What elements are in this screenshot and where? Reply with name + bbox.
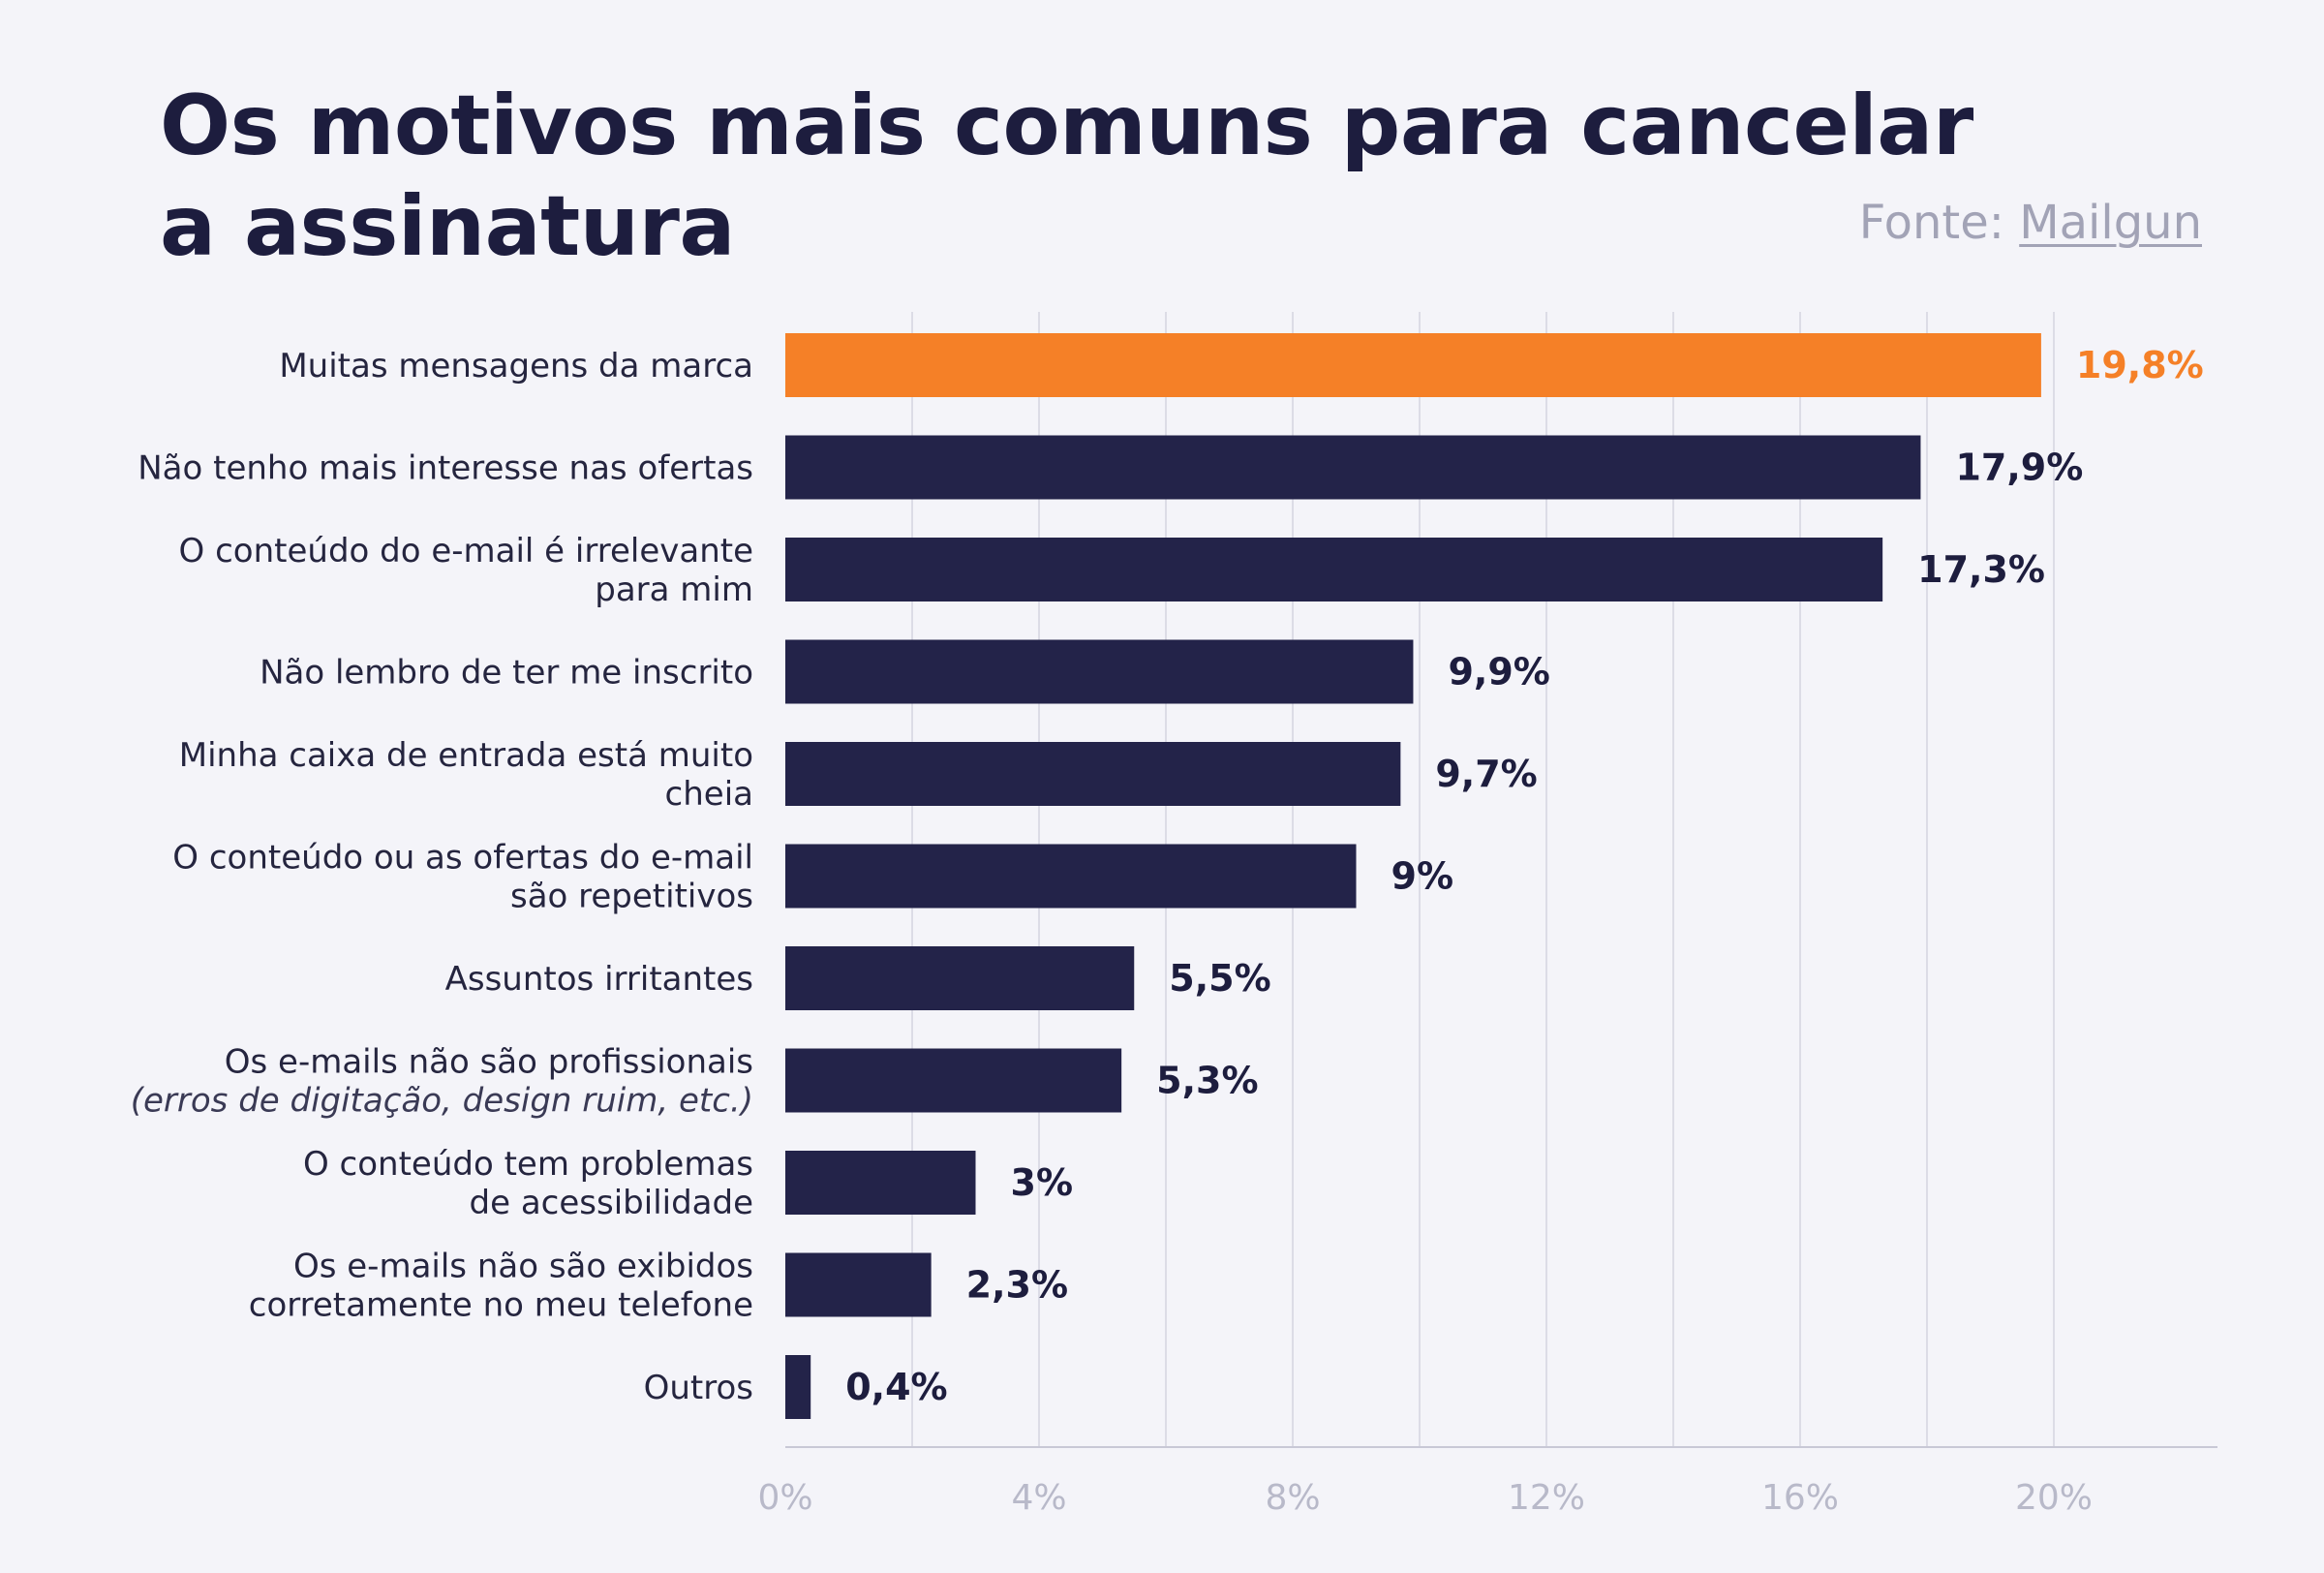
x-axis: 0% 4% 8% 12% 16% 20% xyxy=(757,1446,2217,1518)
x-tick-label: 4% xyxy=(1011,1478,1066,1518)
value-label: 9% xyxy=(1391,855,1454,898)
bar-highlighted xyxy=(785,333,2041,397)
bars xyxy=(785,333,2041,1419)
bar xyxy=(785,742,1401,806)
value-label: 9,7% xyxy=(1435,753,1537,795)
x-tick-label: 20% xyxy=(2015,1478,2093,1518)
category-label: O conteúdo do e-mail é irrelevante para m… xyxy=(179,532,753,609)
bar xyxy=(785,639,1414,704)
bar xyxy=(785,1252,932,1317)
category-label: Os e-mails não são profissionais (erros d… xyxy=(131,1043,753,1121)
source-credit: Fonte: Mailgun xyxy=(1859,196,2202,250)
category-label-line: O conteúdo tem problemas xyxy=(303,1145,753,1184)
category-label: Não tenho mais interesse nas ofertas xyxy=(138,449,753,488)
category-label-line: Os e-mails não são profissionais xyxy=(225,1043,753,1082)
category-label-line: Não lembro de ter me inscrito xyxy=(260,654,753,693)
category-label-line: Muitas mensagens da marca xyxy=(279,347,753,386)
source-prefix: Fonte: xyxy=(1858,196,2004,250)
value-label: 2,3% xyxy=(966,1264,1068,1307)
category-label-line: O conteúdo do e-mail é irrelevante xyxy=(179,532,753,571)
bar xyxy=(785,1151,976,1215)
bar xyxy=(785,946,1135,1010)
category-label: Não lembro de ter me inscrito xyxy=(260,654,753,693)
value-label: 9,9% xyxy=(1448,651,1549,694)
category-label: O conteúdo tem problemas de acessibilidad… xyxy=(303,1145,753,1222)
bar xyxy=(785,538,1883,601)
category-label-line: (erros de digitação, design ruim, etc.) xyxy=(131,1082,753,1121)
chart-title: Os motivos mais comuns para cancelar a a… xyxy=(160,76,2000,277)
category-labels: Muitas mensagens da marca Não tenho mais … xyxy=(131,347,753,1407)
category-label-line: de acessibilidade xyxy=(470,1184,753,1222)
category-label: Assuntos irritantes xyxy=(445,960,753,999)
source-link[interactable]: Mailgun xyxy=(2019,196,2202,250)
x-tick-label: 8% xyxy=(1265,1478,1320,1518)
value-label: 0,4% xyxy=(845,1366,947,1408)
category-label-line: Os e-mails não são exibidos xyxy=(293,1248,753,1286)
category-label: Minha caixa de entrada está muito cheia xyxy=(179,736,753,814)
category-label: Outros xyxy=(644,1369,753,1407)
category-label: Os e-mails não são exibidos corretamente … xyxy=(249,1248,753,1325)
value-label: 17,3% xyxy=(1917,548,2045,591)
value-label: 3% xyxy=(1011,1161,1074,1204)
x-tick-label: 12% xyxy=(1508,1478,1585,1518)
category-label: O conteúdo ou as ofertas do e-mail são re… xyxy=(172,839,753,916)
value-label: 19,8% xyxy=(2076,344,2204,386)
category-label-line: para mim xyxy=(595,571,753,609)
value-label: 5,3% xyxy=(1156,1060,1258,1102)
category-label-line: O conteúdo ou as ofertas do e-mail xyxy=(172,839,753,878)
bar xyxy=(785,435,1921,500)
bar xyxy=(785,1048,1122,1113)
category-label-line: Não tenho mais interesse nas ofertas xyxy=(138,449,753,488)
category-label-line: são repetitivos xyxy=(510,878,753,916)
category-label-line: corretamente no meu telefone xyxy=(249,1286,753,1325)
bar xyxy=(785,844,1357,909)
value-label: 5,5% xyxy=(1169,957,1270,1000)
x-tick-label: 16% xyxy=(1761,1478,1839,1518)
bar xyxy=(785,1355,811,1419)
chart-title-line-1: Os motivos mais comuns para cancelar xyxy=(160,77,1973,174)
x-tick-label: 0% xyxy=(757,1478,812,1518)
category-label-line: Minha caixa de entrada está muito xyxy=(179,736,753,775)
category-label-line: Outros xyxy=(644,1369,753,1407)
value-labels: 19,8% 17,9% 17,3% 9,9% 9,7% 9% 5,5% 5,3% 3% 2,3% 0… xyxy=(845,344,2204,1408)
category-label-line: cheia xyxy=(665,775,753,814)
value-label: 17,9% xyxy=(1955,447,2083,489)
category-label: Muitas mensagens da marca xyxy=(279,347,753,386)
chart-title-line-2: a assinatura xyxy=(160,178,735,275)
category-label-line: Assuntos irritantes xyxy=(445,960,753,999)
